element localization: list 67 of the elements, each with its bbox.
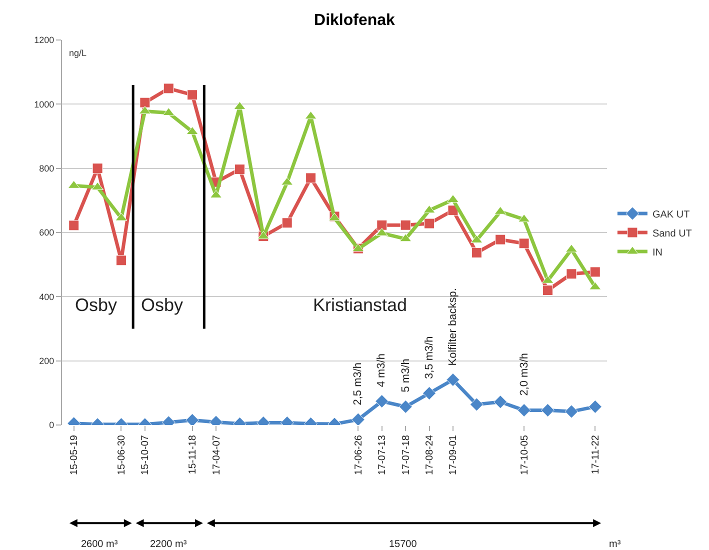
x-tick-label: 17-10-05 [519, 434, 530, 476]
x-tick-label: 15-10-07 [140, 434, 152, 476]
point [424, 218, 435, 229]
point [542, 285, 554, 296]
y-tick-label: 400 [39, 292, 54, 302]
point [422, 386, 436, 400]
point [282, 218, 292, 228]
x-tick-label: 15-05-19 [69, 434, 80, 476]
point [140, 97, 150, 108]
y-tick-label: 1000 [34, 99, 54, 110]
point [517, 403, 531, 417]
annotation: Kristianstad [313, 295, 408, 315]
text: 15700 [389, 539, 418, 550]
point [470, 398, 484, 412]
point [116, 255, 126, 266]
legend-label: Sand UT [652, 228, 692, 240]
x-tick-label: 17-09-01 [448, 434, 460, 476]
point [588, 400, 602, 414]
point [234, 164, 245, 175]
annotation: Osby [75, 295, 118, 315]
point [376, 220, 388, 230]
point [495, 234, 506, 245]
point [92, 163, 103, 174]
point [400, 220, 411, 230]
text: m³ [609, 539, 622, 550]
point [494, 395, 508, 409]
legend-label: GAK UT [652, 209, 690, 220]
point [398, 400, 412, 414]
point [186, 413, 200, 425]
y-tick-label: 600 [39, 228, 54, 238]
point [471, 247, 482, 258]
annotation: 2,0 m3/h [518, 352, 530, 396]
x-tick-label: 17-06-26 [353, 434, 364, 476]
x-tick-label: 17-04-07 [211, 434, 222, 476]
annotation: 3,5 m3/h [424, 336, 436, 380]
point [566, 268, 577, 280]
annotation: Kolfilter backsp. [447, 288, 460, 366]
text: 2200 m³ [150, 539, 188, 550]
y-tick-label: 0 [49, 420, 54, 430]
y-tick-label: 800 [39, 163, 54, 174]
annotation: Osby [141, 295, 184, 315]
x-tick-label: 17-07-18 [400, 434, 412, 476]
point [564, 404, 578, 418]
point [541, 403, 555, 417]
y-axis-title: ng/L [69, 48, 87, 58]
annotation: 4 m3/h [376, 354, 388, 388]
x-tick-label: 17-08-24 [424, 434, 436, 476]
point [68, 220, 80, 231]
point [351, 412, 365, 425]
annotation: 5 m3/h [400, 358, 412, 392]
point [375, 394, 389, 408]
text: 2600 m³ [81, 539, 118, 550]
legend-label: IN [652, 247, 662, 258]
point [187, 90, 198, 100]
x-tick-label: 17-07-13 [377, 434, 388, 476]
point [446, 373, 460, 387]
annotation: 2,5 m3/h [352, 362, 364, 406]
x-tick-label: 17-11-22 [590, 434, 602, 474]
x-tick-label: 15-11-18 [188, 434, 199, 474]
point [163, 83, 174, 94]
y-tick-label: 1200 [34, 35, 54, 46]
point [590, 266, 600, 278]
point [306, 172, 316, 184]
y-tick-label: 200 [39, 356, 54, 366]
x-tick-label: 15-06-30 [116, 434, 128, 476]
chart-title: Diklofenak [314, 12, 396, 29]
point [518, 238, 530, 249]
